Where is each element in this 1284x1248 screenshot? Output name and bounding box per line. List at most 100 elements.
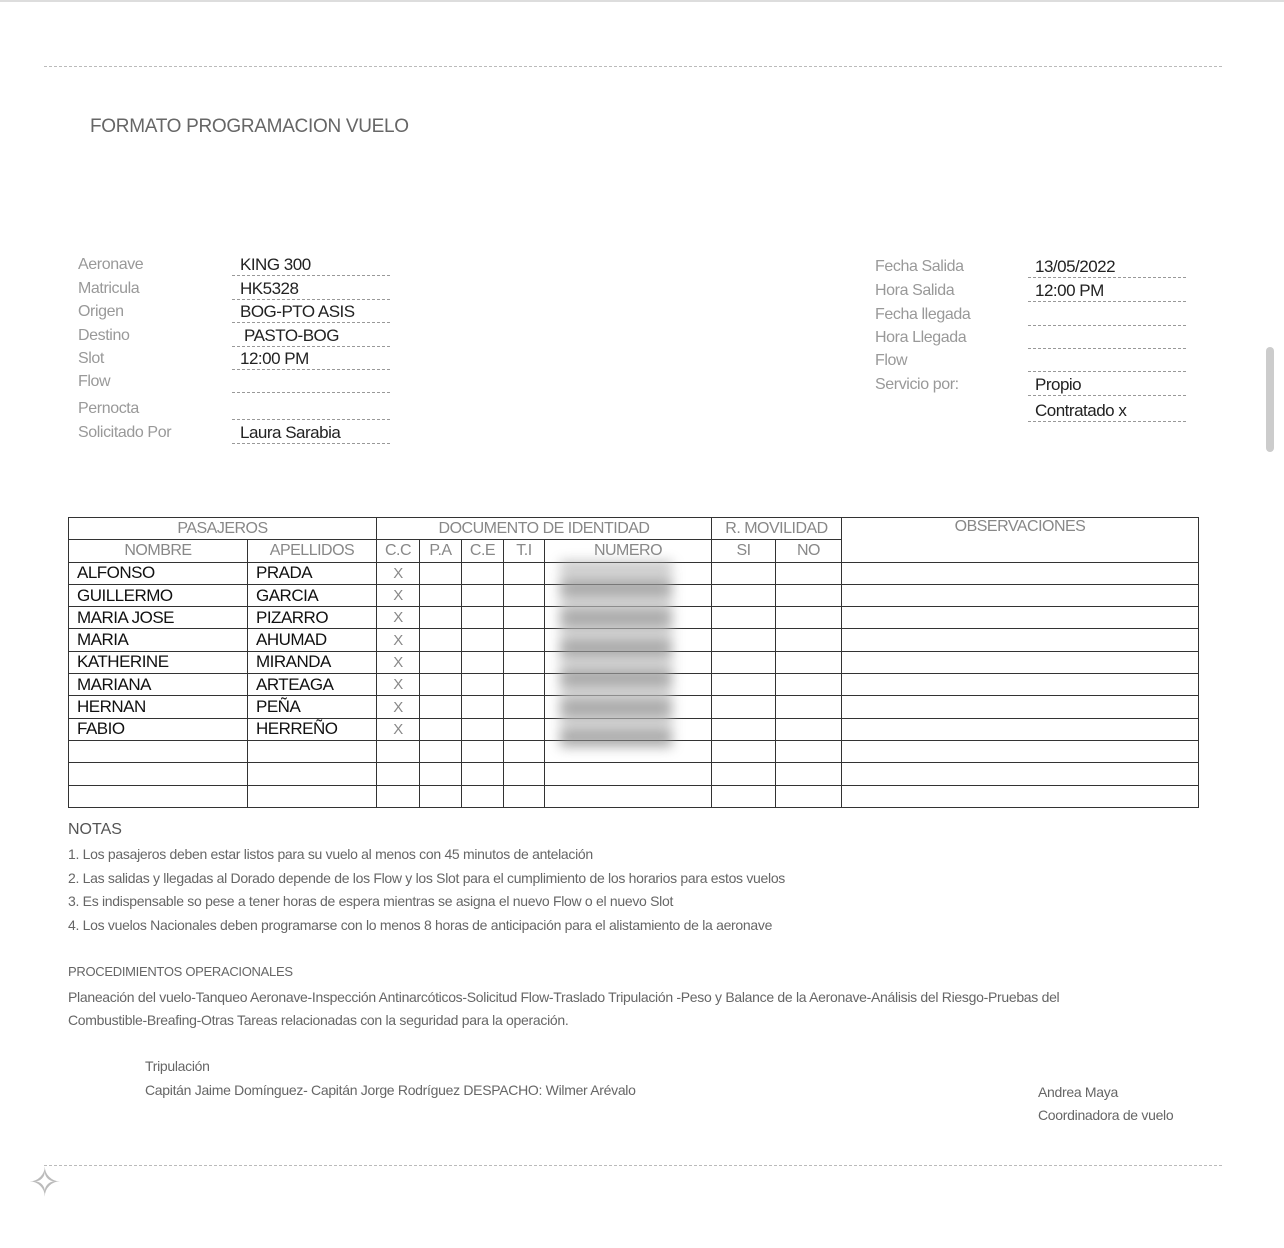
field-underline <box>1028 325 1186 326</box>
empty-cell <box>461 606 504 630</box>
empty-cell <box>775 650 842 675</box>
field-label: Fecha llegada <box>875 306 971 323</box>
empty-cell <box>711 583 776 608</box>
sub-header-nombre: NOMBRE <box>68 539 248 563</box>
doc-cc-mark: X <box>376 650 420 675</box>
empty-cell <box>711 739 776 764</box>
passenger-apellidos: GARCIA <box>247 583 377 608</box>
empty-cell <box>461 762 504 786</box>
empty-cell <box>841 650 1199 675</box>
empty-cell <box>775 673 842 697</box>
sub-header-row: NOMBRE APELLIDOS C.C P.A C.E T.I NUMERO SI NO <box>68 539 1199 563</box>
field-underline <box>1028 371 1186 372</box>
passenger-apellidos: HERREÑO <box>247 717 377 741</box>
field-label: Destino <box>78 327 130 344</box>
sub-header-ce: C.E <box>461 539 504 563</box>
empty-cell <box>775 583 842 608</box>
passenger-nombre: GUILLERMO <box>68 583 248 608</box>
sparkle-icon[interactable]: ✧ <box>28 1161 62 1205</box>
doc-cc-mark: X <box>376 561 420 585</box>
empty-cell <box>419 695 462 719</box>
nota-item: 1. Los pasajeros deben estar listos para… <box>68 846 593 862</box>
passenger-nombre: FABIO <box>68 717 248 741</box>
empty-cell <box>775 628 842 652</box>
field-underline <box>1028 421 1186 422</box>
empty-cell <box>503 628 545 652</box>
passenger-nombre: HERNAN <box>68 695 248 719</box>
vertical-scrollbar[interactable] <box>1266 347 1274 452</box>
doc-cc-mark: X <box>376 583 420 608</box>
field-label: Origen <box>78 303 124 320</box>
passenger-nombre <box>68 784 248 808</box>
field-value: BOG-PTO ASIS <box>240 302 355 321</box>
empty-cell <box>775 606 842 630</box>
empty-cell <box>841 695 1199 719</box>
field-label: Servicio por: <box>875 376 959 393</box>
empty-cell <box>461 561 504 585</box>
field-value: PASTO-BOG <box>244 326 340 345</box>
field-underline <box>1028 348 1186 349</box>
empty-cell <box>775 561 842 585</box>
empty-cell <box>503 739 545 764</box>
doc-cc-mark: X <box>376 695 420 719</box>
sub-header-ti: T.I <box>503 539 545 563</box>
doc-cc-mark: X <box>376 673 420 697</box>
signature-name: Andrea Maya <box>1038 1084 1118 1100</box>
empty-cell <box>461 628 504 652</box>
field-underline <box>232 369 390 370</box>
empty-cell <box>503 717 545 741</box>
passenger-nombre <box>68 739 248 764</box>
empty-cell <box>461 583 504 608</box>
passenger-apellidos <box>247 762 377 786</box>
table-row <box>68 762 1199 786</box>
empty-cell <box>419 673 462 697</box>
empty-cell <box>711 628 776 652</box>
sub-header-no: NO <box>775 539 842 563</box>
field-value: Laura Sarabia <box>240 423 341 442</box>
table-row: HERNAN PEÑA X <box>68 695 1199 719</box>
redacted-document-numbers <box>560 562 672 747</box>
field-value: KING 300 <box>240 255 311 274</box>
sub-header-si: SI <box>711 539 776 563</box>
field-underline <box>232 419 390 420</box>
empty-cell <box>503 673 545 697</box>
field-underline <box>1028 301 1186 302</box>
empty-cell <box>841 606 1199 630</box>
field-underline <box>232 322 390 323</box>
empty-cell <box>461 717 504 741</box>
empty-cell <box>461 739 504 764</box>
field-label: Flow <box>875 352 908 369</box>
doc-cc-mark: X <box>376 606 420 630</box>
passenger-apellidos <box>247 739 377 764</box>
empty-cell <box>503 762 545 786</box>
header-movilidad: R. MOVILIDAD <box>711 516 842 541</box>
passenger-table: PASAJEROS DOCUMENTO DE IDENTIDAD R. MOVI… <box>68 516 1199 808</box>
empty-cell <box>461 673 504 697</box>
nota-item: 3. Es indispensable so pese a tener hora… <box>68 893 674 909</box>
empty-cell <box>419 561 462 585</box>
field-underline <box>1028 395 1186 396</box>
field-label: Slot <box>78 350 104 367</box>
empty-cell <box>419 583 462 608</box>
header-observaciones: OBSERVACIONES <box>841 517 1199 563</box>
empty-cell <box>503 650 545 675</box>
field-label: Matricula <box>78 280 140 297</box>
empty-cell <box>841 628 1199 652</box>
empty-cell <box>841 673 1199 697</box>
passenger-apellidos: PRADA <box>247 561 377 585</box>
empty-cell <box>775 717 842 741</box>
field-value: Contratado x <box>1035 401 1127 420</box>
empty-cell <box>711 717 776 741</box>
table-row <box>68 784 1199 808</box>
empty-cell <box>775 695 842 719</box>
passenger-nombre: MARIA <box>68 628 248 652</box>
header-pasajeros: PASAJEROS <box>68 516 377 541</box>
empty-cell <box>775 762 842 786</box>
notas-heading: NOTAS <box>68 821 122 838</box>
empty-cell <box>711 606 776 630</box>
passenger-apellidos: MIRANDA <box>247 650 377 675</box>
passenger-apellidos: ARTEAGA <box>247 673 377 697</box>
empty-cell <box>544 784 712 808</box>
empty-cell <box>841 583 1199 608</box>
